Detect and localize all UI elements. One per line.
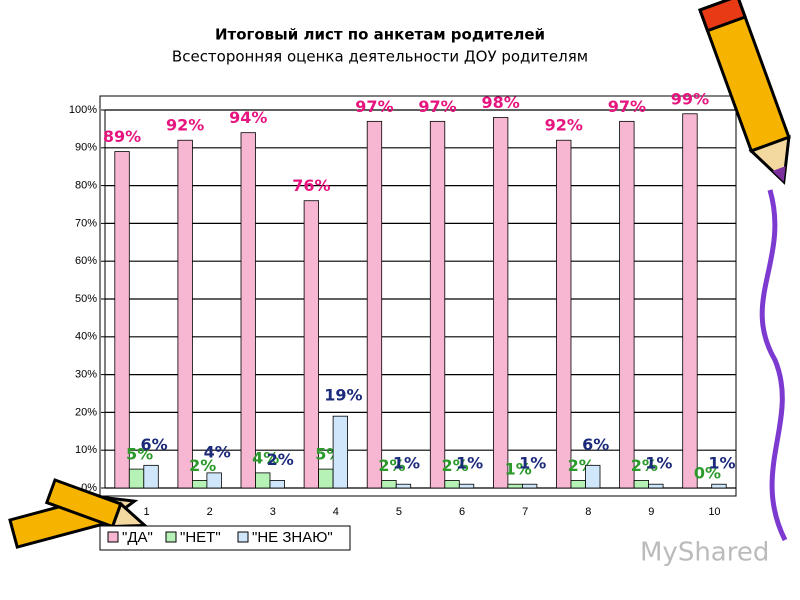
value-label: 6% <box>582 435 609 454</box>
bar <box>619 120 635 489</box>
bar <box>395 483 412 489</box>
legend-label: "НЕ ЗНАЮ" <box>252 529 333 546</box>
x-tick-label: 5 <box>396 506 402 518</box>
bar <box>585 464 601 489</box>
bar <box>682 113 698 489</box>
bar <box>507 483 523 489</box>
legend-swatch <box>107 531 119 543</box>
value-label: 1% <box>708 454 735 473</box>
bar <box>522 483 538 489</box>
value-label: 97% <box>355 97 393 116</box>
bar <box>318 468 334 489</box>
x-tick-label: 1 <box>143 506 149 518</box>
value-label: 6% <box>140 435 167 454</box>
legend-label: "НЕТ" <box>180 529 221 546</box>
bar <box>429 120 446 489</box>
value-label: 2% <box>267 450 294 469</box>
y-tick-label: 80% <box>75 180 97 192</box>
bar <box>366 120 383 489</box>
y-tick-label: 30% <box>75 369 97 381</box>
x-tick-label: 2 <box>207 506 213 518</box>
y-tick-label: 10% <box>75 444 97 456</box>
chart-title: Итоговый лист по анкетам родителей <box>215 26 545 44</box>
value-label: 1% <box>456 454 483 473</box>
value-label: 94% <box>229 108 267 127</box>
value-label: 4% <box>204 442 231 461</box>
pencil-bottom-b <box>44 478 149 529</box>
value-label: 2% <box>189 456 216 475</box>
value-label: 97% <box>418 97 456 116</box>
value-label: 1% <box>393 454 420 473</box>
value-label: 0% <box>694 464 721 483</box>
bar <box>633 480 649 489</box>
y-tick-label: 60% <box>75 255 97 267</box>
y-tick-label: 50% <box>75 293 97 305</box>
bar <box>711 483 727 489</box>
bar <box>332 415 349 489</box>
bar <box>206 472 222 489</box>
value-label: 2% <box>378 456 405 475</box>
value-label: 4% <box>252 448 279 467</box>
bar <box>556 139 572 489</box>
bar <box>143 464 159 489</box>
bar <box>128 468 145 489</box>
value-label: 89% <box>103 127 141 146</box>
value-label: 97% <box>608 97 646 116</box>
y-tick-label: 0% <box>81 482 97 494</box>
x-tick-label: 4 <box>333 506 339 518</box>
x-tick-label: 3 <box>270 506 276 518</box>
value-label: 1% <box>505 460 532 479</box>
value-label: 99% <box>671 89 709 108</box>
value-label: 92% <box>166 116 204 135</box>
bar <box>191 480 208 489</box>
legend-box <box>99 525 351 551</box>
bar <box>114 151 130 489</box>
bar <box>458 483 475 489</box>
bar <box>444 480 460 489</box>
value-label: 98% <box>482 93 520 112</box>
x-tick-label: 7 <box>522 506 528 518</box>
legend-label: "ДА" <box>122 529 153 546</box>
bar <box>240 132 256 489</box>
y-tick-label: 90% <box>75 142 97 154</box>
value-label: 1% <box>645 454 672 473</box>
x-tick-label: 9 <box>648 506 654 518</box>
y-tick-label: 40% <box>75 331 97 343</box>
chart-subtitle: Всесторонняя оценка деятельности ДОУ род… <box>172 48 588 66</box>
value-label: 1% <box>519 454 546 473</box>
x-tick-label: 8 <box>585 506 591 518</box>
bar <box>570 480 586 489</box>
value-label: 92% <box>545 116 583 135</box>
legend-swatch <box>165 531 177 543</box>
bar <box>381 480 397 489</box>
x-tick-label: 10 <box>708 506 720 518</box>
bar <box>303 200 320 489</box>
bar <box>648 483 664 489</box>
pencil-stroke <box>759 189 788 542</box>
legend-swatch <box>237 531 249 543</box>
plot-frame <box>99 95 737 497</box>
y-tick-label: 70% <box>75 217 97 229</box>
pencil-top <box>698 0 791 185</box>
watermark: MyShared <box>640 538 769 568</box>
bar <box>492 117 509 489</box>
x-tick-label: 6 <box>459 506 465 518</box>
bar <box>269 480 285 489</box>
y-tick-label: 100% <box>69 104 97 116</box>
bar <box>255 472 271 489</box>
value-label: 76% <box>292 176 330 195</box>
bar <box>177 139 193 489</box>
y-tick-label: 20% <box>75 406 97 418</box>
value-label: 19% <box>324 386 362 405</box>
value-label: 5% <box>126 445 153 464</box>
value-label: 2% <box>441 456 468 475</box>
value-label: 2% <box>631 456 658 475</box>
